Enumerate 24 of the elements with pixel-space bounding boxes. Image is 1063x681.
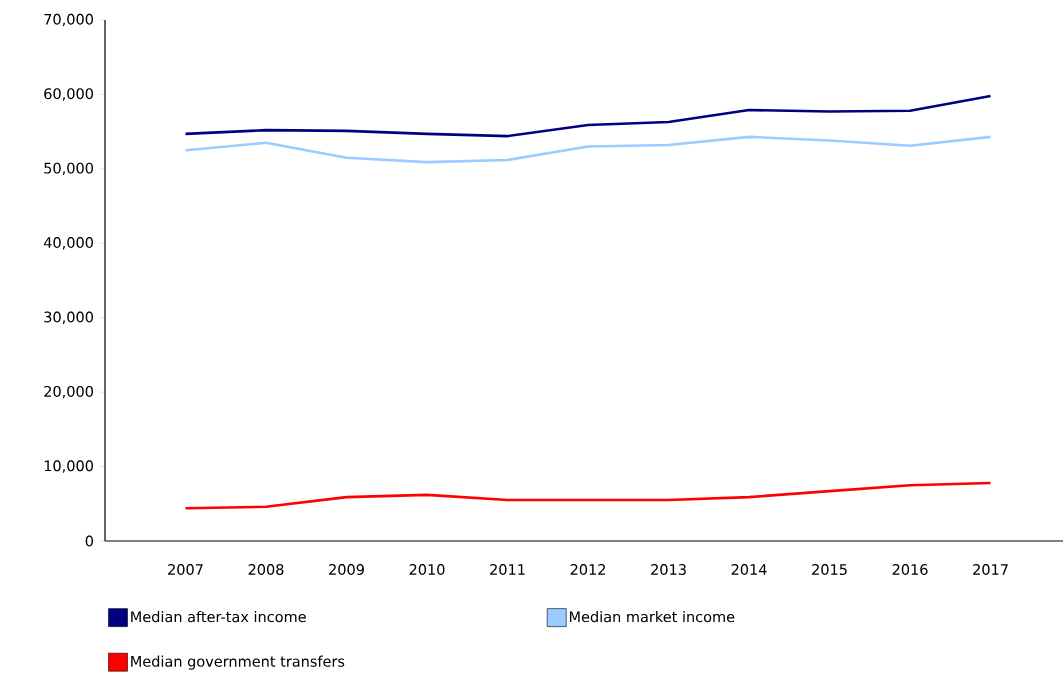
y-tick-label: 30,000: [44, 311, 93, 324]
x-tick-label: 2013: [651, 564, 686, 575]
y-tick-label: 10,000: [44, 460, 93, 473]
y-tick-label: 70,000: [44, 13, 93, 27]
x-tick-label: 2008: [248, 564, 284, 575]
line-series: [184, 135, 992, 164]
x-tick-label: 2010: [409, 564, 445, 575]
y-tick-label: 50,000: [44, 162, 93, 176]
x-tick-label: 2007: [168, 564, 203, 575]
x-tick-label: 2017: [973, 564, 1008, 575]
x-tick-label: 2015: [812, 564, 847, 575]
y-tick-label: 20,000: [44, 385, 93, 399]
y-tick-label: 60,000: [44, 88, 93, 101]
legend-label: Median market income: [569, 611, 735, 623]
x-tick-label: 2012: [570, 564, 606, 575]
legend-label: Median after-tax income: [131, 611, 306, 623]
x-tick-label: 2014: [731, 564, 767, 575]
y-tick-label: 0: [85, 535, 94, 547]
x-tick-label: 2011: [490, 564, 525, 575]
y-tick-label: 40,000: [43, 237, 93, 250]
line-series: [184, 94, 992, 138]
x-tick-label: 2009: [329, 564, 364, 575]
x-tick-label: 2016: [892, 564, 928, 575]
legend-label: Median government transfers: [131, 655, 345, 670]
